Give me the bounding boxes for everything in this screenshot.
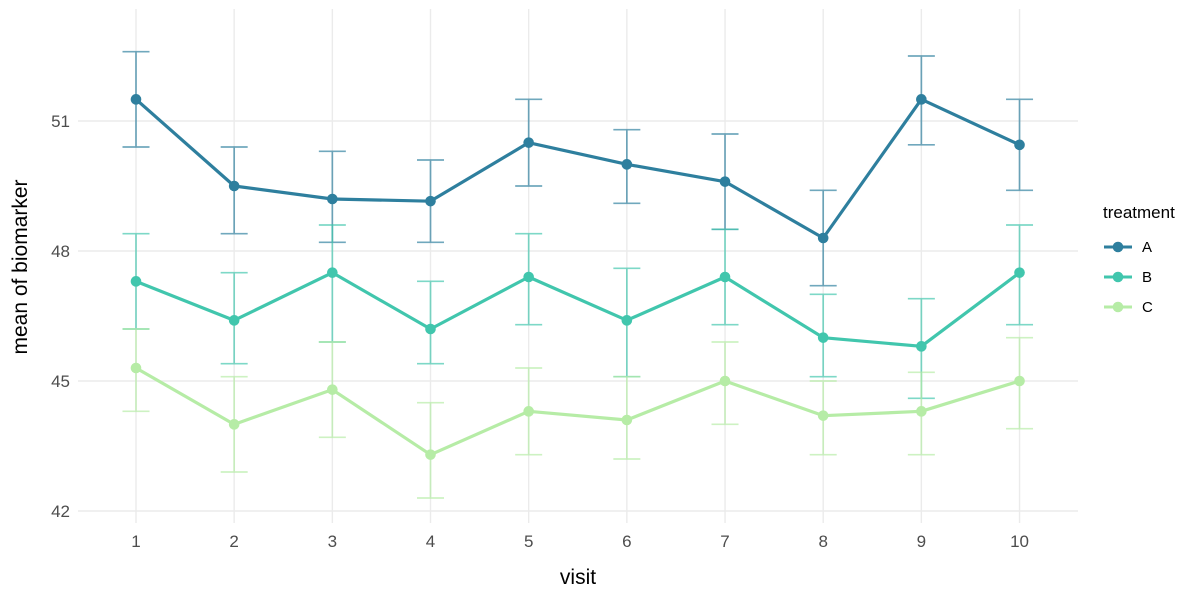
y-tick-label: 48 <box>51 242 70 261</box>
legend-key-icon <box>1103 269 1133 285</box>
series-C <box>122 328 1034 499</box>
series-line-B <box>134 271 1022 348</box>
x-tick-label: 7 <box>720 532 729 551</box>
data-point-C <box>425 449 436 460</box>
data-point-A <box>425 195 436 207</box>
legend-item-C: C <box>1103 295 1200 319</box>
x-tick-label: 2 <box>229 532 238 551</box>
legend-title: treatment <box>1103 203 1175 222</box>
x-tick-label: 9 <box>917 532 926 551</box>
data-point-A <box>719 176 731 187</box>
x-tick-label: 4 <box>426 532 435 551</box>
series-A <box>122 50 1034 287</box>
legend-label: C <box>1142 298 1153 316</box>
data-point-C <box>130 362 142 374</box>
data-point-B <box>327 267 338 278</box>
y-tick-label: 42 <box>51 502 70 521</box>
data-point-B <box>621 315 633 326</box>
legend-key-icon <box>1103 239 1133 255</box>
data-point-A <box>327 193 338 205</box>
x-tick-label: 1 <box>131 532 140 551</box>
series-line-C <box>134 366 1022 457</box>
x-axis-title: visit <box>560 566 596 589</box>
data-point-C <box>817 410 829 421</box>
y-tick-label: 51 <box>51 112 70 131</box>
x-tick-label: 8 <box>818 532 827 551</box>
data-point-C <box>228 419 240 430</box>
data-point-B <box>916 341 927 352</box>
legend-key-icon <box>1103 299 1133 315</box>
legend-item-A: A <box>1103 235 1200 259</box>
data-point-A <box>523 137 534 148</box>
x-tick-label: 10 <box>1010 532 1029 551</box>
data-point-B <box>817 332 829 343</box>
data-point-A <box>817 232 829 244</box>
data-point-C <box>523 406 534 417</box>
data-point-B <box>425 323 436 335</box>
data-point-C <box>621 414 633 426</box>
legend-label: A <box>1142 238 1153 256</box>
y-axis-title: mean of biomarker <box>9 179 32 354</box>
data-point-C <box>1014 375 1025 387</box>
data-point-C <box>719 375 731 387</box>
series-line-A <box>134 97 1022 240</box>
data-point-B <box>523 271 534 283</box>
data-point-C <box>916 406 927 417</box>
data-point-B <box>228 315 240 326</box>
data-point-A <box>621 159 633 170</box>
data-point-B <box>130 276 142 287</box>
legend-item-B: B <box>1103 265 1200 289</box>
data-point-C <box>327 384 338 395</box>
data-point-B <box>1014 267 1025 278</box>
x-tick-label: 5 <box>524 532 533 551</box>
series-B <box>122 224 1034 400</box>
data-point-A <box>1014 139 1025 151</box>
data-point-B <box>719 271 731 283</box>
legend-label: B <box>1142 268 1153 286</box>
series-layer <box>122 50 1034 499</box>
x-tick-label: 6 <box>622 532 631 551</box>
y-tick-label: 45 <box>51 372 70 391</box>
data-point-A <box>130 94 142 105</box>
data-point-A <box>916 94 927 105</box>
x-tick-label: 3 <box>328 532 337 551</box>
data-point-A <box>228 180 240 192</box>
grid-layer <box>78 9 1078 523</box>
